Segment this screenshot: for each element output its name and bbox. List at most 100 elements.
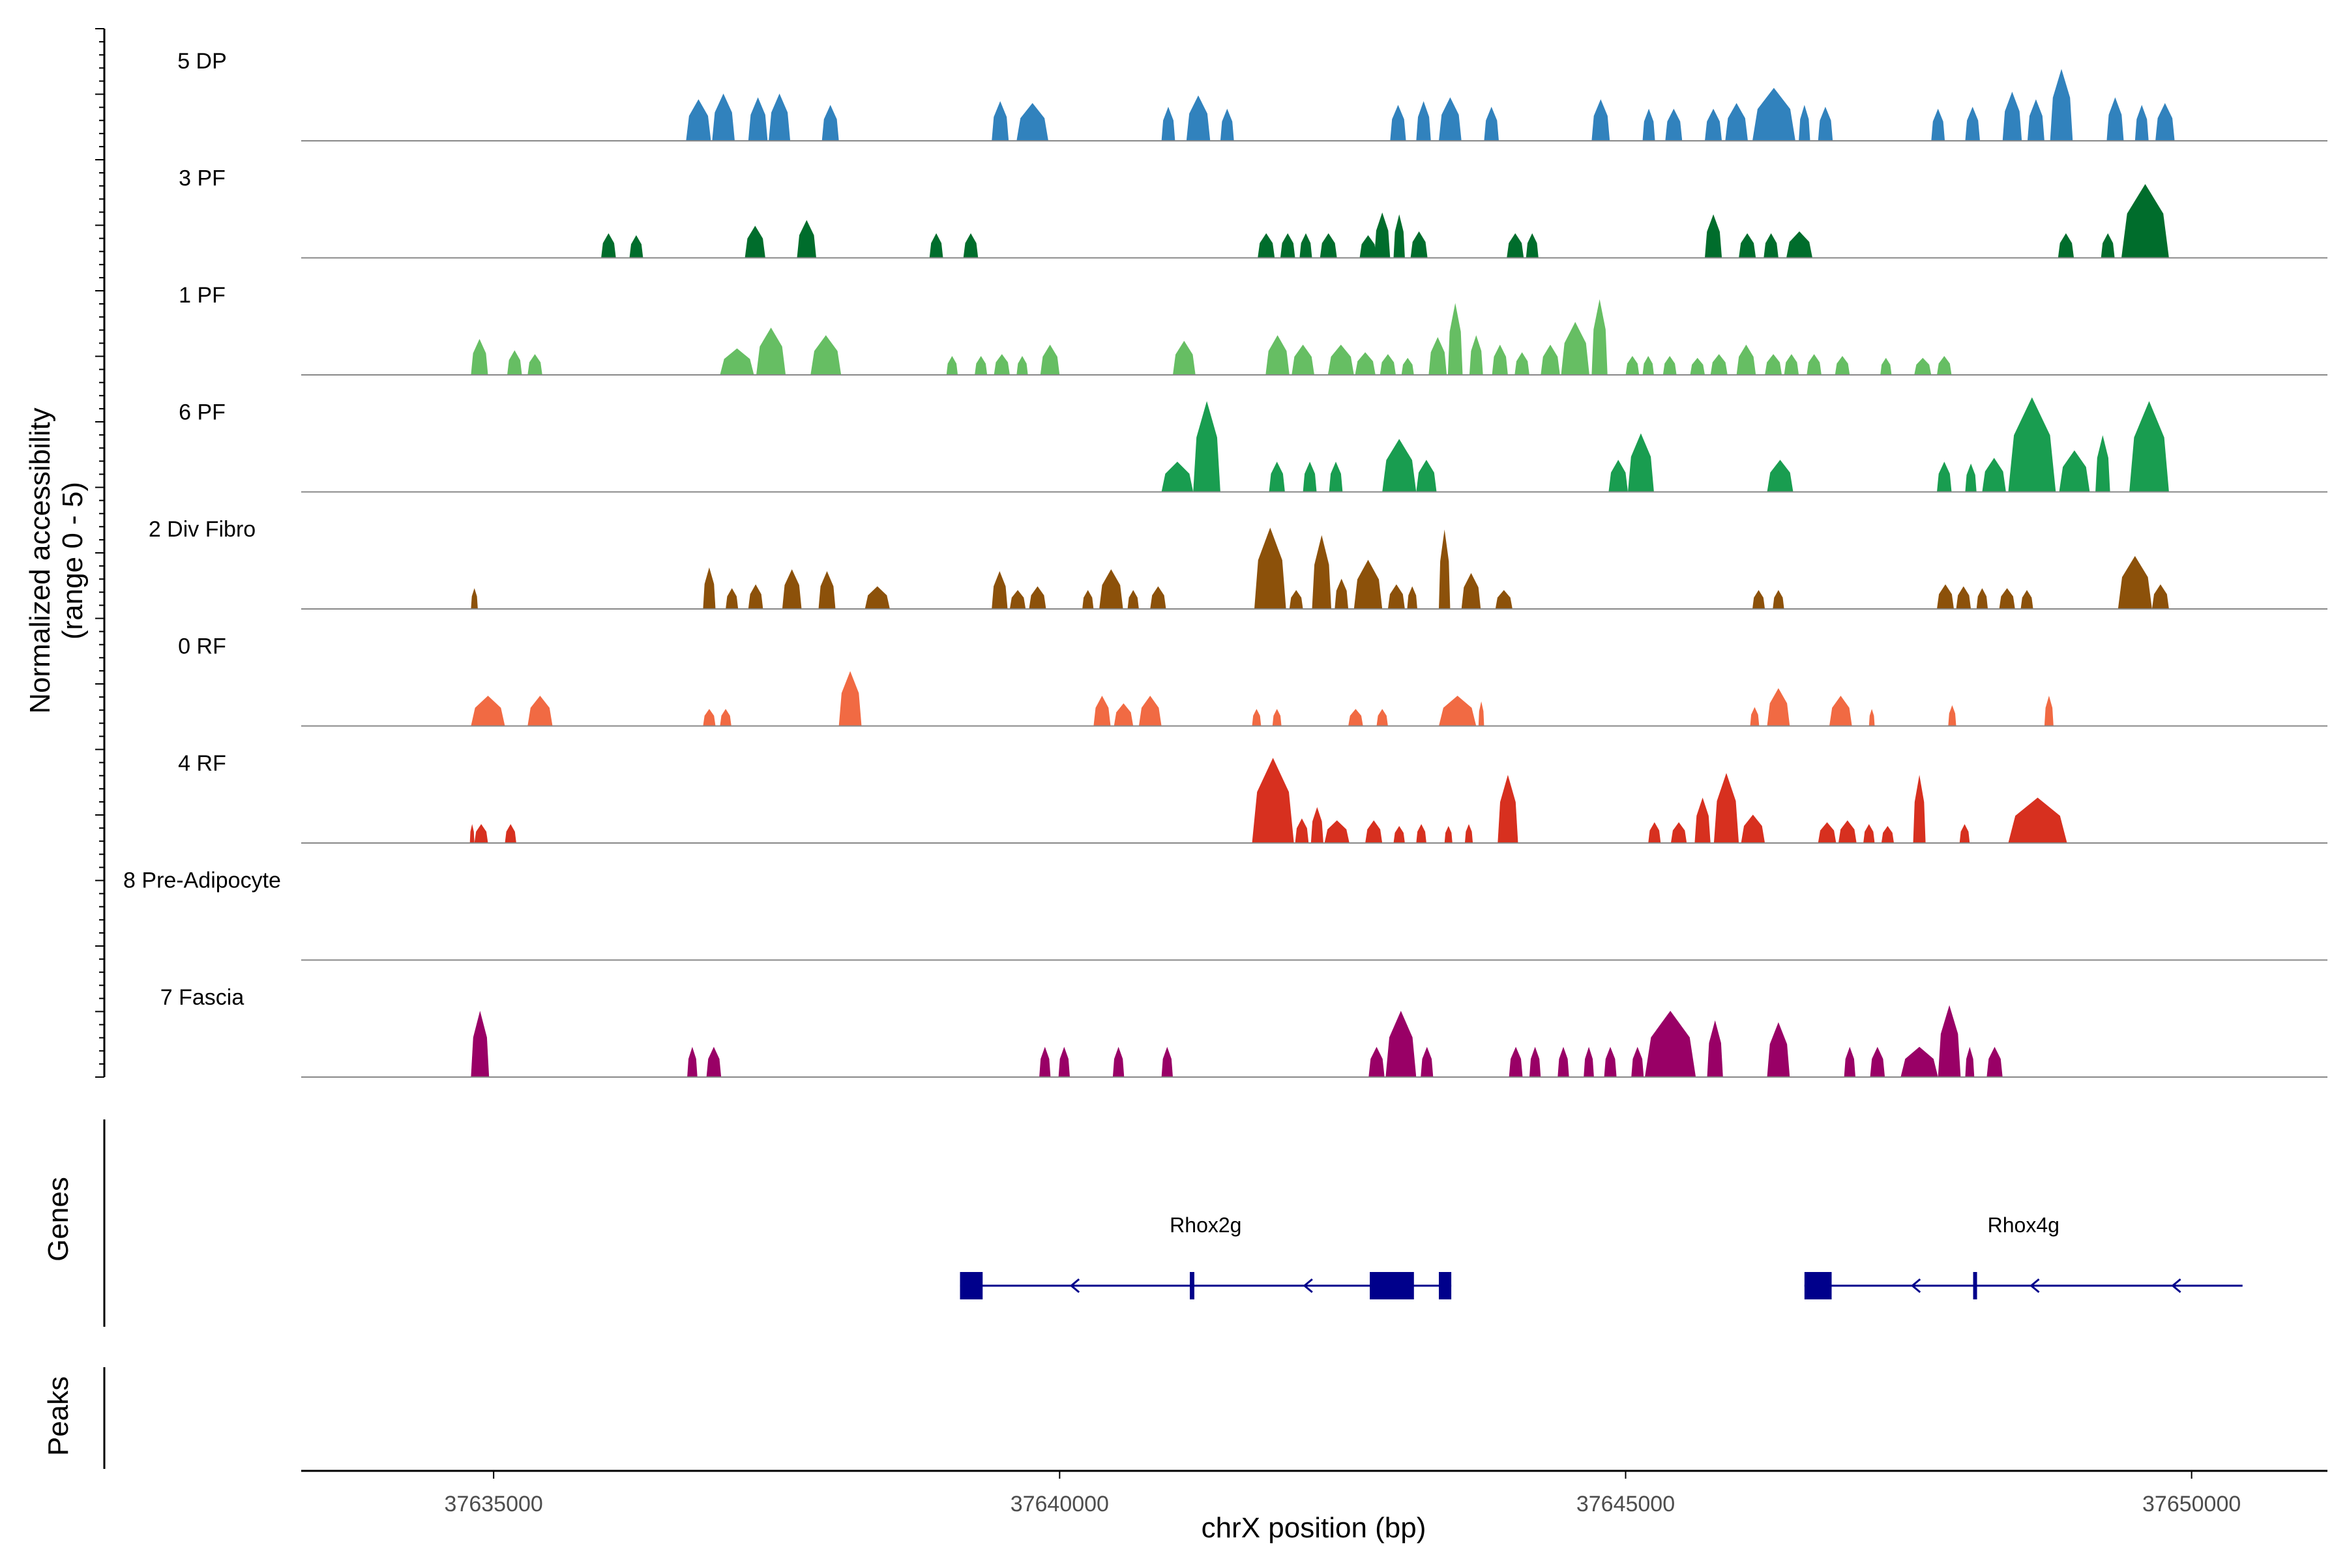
coverage-peak bbox=[1844, 1046, 1855, 1077]
genes-track-label: Genes bbox=[42, 1177, 74, 1262]
coverage-peak bbox=[1713, 773, 1739, 843]
coverage-peak bbox=[1380, 354, 1396, 375]
coverage-peak bbox=[1645, 1011, 1696, 1077]
coverage-peak bbox=[1390, 104, 1406, 141]
track-7: 4 RF bbox=[178, 751, 2327, 844]
coverage-peak bbox=[1478, 701, 1484, 726]
coverage-peak bbox=[1829, 696, 1852, 726]
coverage-peak bbox=[1741, 814, 1765, 843]
coverage-peak bbox=[703, 709, 716, 726]
coverage-peak bbox=[2095, 435, 2110, 492]
coverage-peak bbox=[1365, 820, 1383, 843]
track-label: 5 DP bbox=[177, 49, 227, 74]
coverage-peak bbox=[1526, 233, 1539, 258]
coverage-peak bbox=[1999, 588, 2015, 609]
coverage-peak bbox=[1937, 584, 1954, 609]
track-9: 7 Fascia bbox=[160, 985, 2327, 1078]
coverage-peak bbox=[1335, 578, 1349, 609]
coverage-peak bbox=[1193, 401, 1220, 492]
coverage-peak bbox=[756, 327, 786, 375]
coverage-peak bbox=[946, 356, 958, 375]
coverage-peak bbox=[745, 226, 765, 258]
coverage-layer: 5 DP 3 PF 1 PF 6 PF 2 Div Fibro 0 RF 4 RF 8 Pre… bbox=[123, 49, 2327, 1078]
x-axis-label: chrX position (bp) bbox=[1202, 1512, 1426, 1544]
coverage-peak bbox=[1764, 233, 1779, 258]
coverage-peak bbox=[1082, 590, 1094, 609]
coverage-peak bbox=[1353, 559, 1383, 609]
strand-arrow bbox=[2030, 1278, 2040, 1294]
coverage-peak bbox=[1870, 1046, 1885, 1077]
coverage-peak bbox=[1299, 233, 1312, 258]
peaks-track-label: Peaks bbox=[42, 1376, 74, 1456]
coverage-peak bbox=[1608, 460, 1628, 492]
coverage-peak bbox=[2020, 590, 2033, 609]
strand-arrow bbox=[2171, 1278, 2181, 1294]
gene-exon bbox=[1438, 1272, 1452, 1299]
coverage-peak bbox=[1150, 586, 1166, 609]
coverage-peak bbox=[1914, 357, 1932, 375]
track-4: 6 PF bbox=[179, 397, 2327, 493]
coverage-peak bbox=[1705, 214, 1722, 258]
coverage-peak bbox=[1739, 233, 1756, 258]
gene-label: Rhox2g bbox=[1170, 1213, 1241, 1237]
coverage-peak bbox=[601, 233, 616, 258]
coverage-peak bbox=[1416, 101, 1431, 141]
coverage-peak bbox=[527, 354, 542, 375]
coverage-peak bbox=[1835, 356, 1850, 375]
coverage-peak bbox=[687, 1046, 698, 1077]
coverage-peak bbox=[1591, 299, 1608, 375]
coverage-peak bbox=[1269, 462, 1285, 492]
coverage-peak bbox=[1625, 356, 1640, 375]
coverage-peak bbox=[1385, 1011, 1417, 1077]
coverage-peak bbox=[2106, 97, 2124, 141]
track-6: 0 RF bbox=[178, 634, 2327, 727]
coverage-peak bbox=[1327, 344, 1354, 375]
coverage-peak bbox=[1725, 103, 1748, 141]
track-2: 3 PF bbox=[179, 166, 2327, 259]
coverage-peak bbox=[1464, 824, 1473, 843]
coverage-peak bbox=[1355, 352, 1376, 375]
coverage-peak bbox=[1707, 1020, 1723, 1077]
coverage-peak bbox=[1289, 590, 1303, 609]
coverage-peak bbox=[2101, 233, 2115, 258]
coverage-peak bbox=[720, 348, 754, 375]
coverage-peak bbox=[1670, 822, 1687, 843]
coverage-peak bbox=[2002, 91, 2022, 141]
coverage-peak bbox=[1320, 233, 1337, 258]
coverage-peak bbox=[712, 93, 735, 141]
track-label: 4 RF bbox=[178, 751, 226, 776]
coverage-peak bbox=[469, 824, 475, 843]
coverage-peak bbox=[1514, 352, 1529, 375]
coverage-peak bbox=[1767, 1022, 1790, 1077]
coverage-peak bbox=[782, 569, 802, 609]
gene-exon bbox=[1370, 1272, 1414, 1299]
strand-arrow bbox=[1910, 1278, 1921, 1294]
track-8: 8 Pre-Adipocyte bbox=[123, 868, 2327, 961]
coverage-peak bbox=[1956, 586, 1971, 609]
coverage-peak bbox=[1310, 806, 1323, 843]
coverage-peak bbox=[1254, 527, 1286, 609]
coverage-peak bbox=[1694, 797, 1711, 843]
coverage-peak bbox=[1642, 108, 1655, 141]
coverage-peak bbox=[1161, 462, 1194, 492]
coverage-peak bbox=[1161, 1046, 1173, 1077]
coverage-peak bbox=[1252, 709, 1262, 726]
track-5: 2 Div Fibro bbox=[149, 517, 2327, 610]
track-label: 6 PF bbox=[179, 400, 226, 425]
coverage-peak bbox=[810, 335, 842, 375]
coverage-peak bbox=[1799, 104, 1810, 141]
coverage-peak bbox=[1498, 775, 1518, 843]
coverage-peak bbox=[1382, 439, 1417, 492]
coverage-peak bbox=[1016, 103, 1048, 141]
coverage-peak bbox=[1439, 696, 1477, 726]
coverage-peak bbox=[1416, 460, 1437, 492]
gene-exon bbox=[1190, 1272, 1194, 1299]
gene-exon bbox=[1804, 1272, 1832, 1299]
coverage-peak bbox=[2134, 104, 2149, 141]
coverage-peak bbox=[1561, 321, 1589, 375]
x-tick-label: 37640000 bbox=[1011, 1492, 1109, 1516]
coverage-peak bbox=[1982, 458, 2006, 492]
coverage-peak bbox=[1752, 590, 1765, 609]
coverage-peak bbox=[1591, 99, 1610, 141]
